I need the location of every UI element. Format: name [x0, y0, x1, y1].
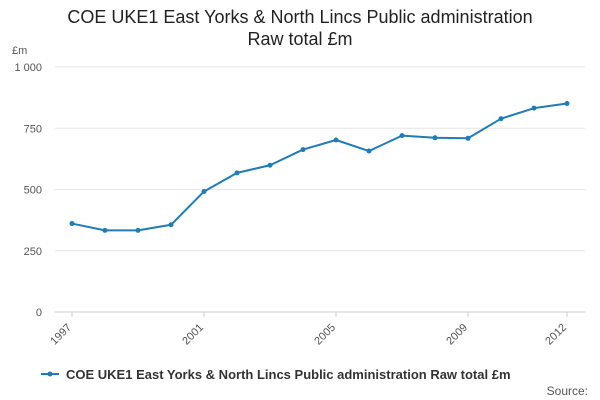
- series-layer: [69, 101, 570, 233]
- series-line: [71, 102, 568, 232]
- y-tick-label: 1 000: [14, 62, 42, 74]
- data-point[interactable]: [399, 133, 405, 139]
- x-axis-ticks: 1997 2001 2005 2009 2012: [48, 312, 569, 347]
- data-point[interactable]: [531, 105, 537, 111]
- data-point[interactable]: [432, 135, 438, 141]
- y-axis-unit-label: £m: [12, 45, 28, 57]
- y-axis-ticks: 0 250 500 750 1 000: [14, 62, 42, 319]
- x-tick-label: 2005: [312, 322, 338, 348]
- chart-title-line-2: Raw total £m: [247, 29, 353, 49]
- y-tick-label: 250: [24, 246, 42, 258]
- y-tick-label: 0: [36, 307, 42, 319]
- chart-title: COE UKE1 East Yorks & North Lincs Public…: [0, 6, 600, 50]
- data-point[interactable]: [366, 148, 372, 154]
- data-point[interactable]: [102, 227, 108, 233]
- data-point[interactable]: [333, 137, 339, 143]
- y-tick-label: 750: [24, 123, 42, 135]
- legend-line-marker-icon: [41, 371, 59, 377]
- chart-title-line-1: COE UKE1 East Yorks & North Lincs Public…: [67, 7, 533, 27]
- data-point[interactable]: [465, 135, 471, 141]
- x-tick-label: 2012: [543, 322, 569, 348]
- legend[interactable]: COE UKE1 East Yorks & North Lincs Public…: [40, 364, 511, 384]
- x-tick-label: 2001: [180, 322, 206, 348]
- data-point[interactable]: [498, 116, 504, 122]
- y-tick-label: 500: [24, 185, 42, 197]
- x-tick-label: 2009: [444, 322, 470, 348]
- gridlines: [55, 66, 585, 313]
- legend-label: COE UKE1 East Yorks & North Lincs Public…: [66, 366, 511, 382]
- data-point[interactable]: [135, 227, 141, 233]
- x-tick-label: 1997: [48, 322, 74, 348]
- data-point[interactable]: [267, 162, 273, 168]
- data-point[interactable]: [234, 170, 240, 176]
- data-point[interactable]: [564, 101, 570, 107]
- data-point[interactable]: [201, 188, 207, 194]
- data-point[interactable]: [300, 147, 306, 153]
- data-point[interactable]: [168, 222, 174, 228]
- data-point[interactable]: [69, 221, 75, 227]
- source-label[interactable]: Source:: [546, 384, 588, 398]
